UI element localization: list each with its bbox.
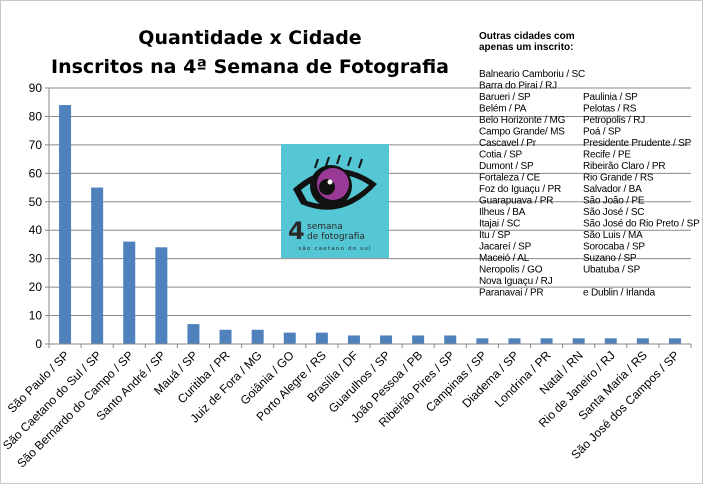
bar bbox=[251, 329, 264, 344]
note-city-left: Maceió / AL bbox=[479, 253, 530, 264]
note-city-right: Paulinia / SP bbox=[583, 92, 638, 103]
bar bbox=[155, 247, 168, 344]
bar bbox=[315, 332, 328, 344]
note-city-left: Barueri / SP bbox=[479, 92, 531, 103]
y-tick-label: 60 bbox=[29, 166, 43, 180]
bar bbox=[412, 335, 425, 344]
note-city-left: Campo Grande/ MS bbox=[479, 127, 565, 138]
y-tick-label: 70 bbox=[29, 138, 43, 152]
note-city-left: Belém / PA bbox=[479, 104, 527, 115]
note-city-left: Ilheus / BA bbox=[479, 207, 526, 218]
note-city-right: Ribeirão Claro / PR bbox=[583, 161, 665, 172]
bar bbox=[380, 335, 393, 344]
eye-highlight bbox=[327, 179, 333, 185]
bar bbox=[219, 329, 232, 344]
note-city-right: Ubatuba / SP bbox=[583, 265, 641, 276]
bar bbox=[91, 187, 104, 344]
note-city-right: São José do Rio Preto / SP bbox=[583, 219, 700, 230]
note-city-right: Pelotas / RS bbox=[583, 104, 637, 115]
y-tick-label: 80 bbox=[29, 109, 43, 123]
bar bbox=[123, 241, 136, 344]
note-city-right: Sorocaba / SP bbox=[583, 242, 645, 253]
note-city-right: São João / PE bbox=[583, 196, 645, 207]
note-city-left: Guarapuava / PR bbox=[479, 196, 553, 207]
chart-title: Quantidade x Cidade Inscritos na 4ª Seman… bbox=[51, 27, 449, 78]
note-city-right: São José / SC bbox=[583, 207, 644, 218]
bar bbox=[636, 338, 649, 344]
eyelash bbox=[325, 156, 330, 167]
logo-line-2: de fotografia bbox=[307, 232, 365, 242]
note-city-left: Paranavai / PR bbox=[479, 288, 543, 299]
note-city-right: Presidente Prudente / SP bbox=[583, 138, 692, 149]
note-city-left: Balneario Camboriu / SC bbox=[479, 69, 585, 80]
y-tick-label: 30 bbox=[29, 252, 43, 266]
eyelash bbox=[347, 156, 352, 167]
note-city-left: Barra do Pirai / RJ bbox=[479, 81, 557, 92]
note-city-left: Fortaleza / CE bbox=[479, 173, 541, 184]
y-tick-label: 10 bbox=[29, 309, 43, 323]
bar bbox=[604, 338, 617, 344]
note-city-right: Suzano / SP bbox=[583, 253, 637, 264]
note-city-right: Salvador / BA bbox=[583, 184, 642, 195]
logo-line-3: são caetano do sul bbox=[298, 246, 371, 252]
logo-line-1: semana bbox=[307, 222, 343, 232]
eyelash bbox=[314, 158, 319, 169]
note-city-right: e Dublin / Irlanda bbox=[583, 288, 656, 299]
note-heading: Outras cidades com bbox=[479, 31, 575, 42]
bar bbox=[283, 332, 296, 344]
y-tick-label: 90 bbox=[29, 81, 43, 95]
note-city-left: Itu / SP bbox=[479, 230, 511, 241]
title-line-2: Inscritos na 4ª Semana de Fotografia bbox=[51, 56, 449, 78]
y-tick-label: 0 bbox=[35, 337, 42, 351]
note-city-left: Cascavel / Pr bbox=[479, 138, 537, 149]
note-city-right: São Luis / MA bbox=[583, 230, 643, 241]
note-city-right: Recife / PE bbox=[583, 150, 631, 161]
bar bbox=[347, 335, 360, 344]
y-tick-label: 50 bbox=[29, 195, 43, 209]
note-city-left: Jacareí / SP bbox=[479, 242, 532, 253]
y-tick-label: 20 bbox=[29, 280, 43, 294]
note-city-right: Rio Grande / RS bbox=[583, 173, 654, 184]
note-city-left: Nova Iguaçu / RJ bbox=[479, 276, 553, 287]
eye-pupil bbox=[319, 179, 335, 195]
eyelash bbox=[336, 154, 341, 165]
logo-number: 4 bbox=[288, 217, 305, 245]
note-city-right: Poá / SP bbox=[583, 127, 621, 138]
note-heading: apenas um inscrito: bbox=[479, 42, 573, 53]
note-city-left: Dumont / SP bbox=[479, 161, 534, 172]
bar bbox=[187, 324, 200, 344]
note-city-left: Cotia / SP bbox=[479, 150, 523, 161]
bar bbox=[59, 105, 72, 344]
eyelash bbox=[358, 158, 363, 169]
bar bbox=[444, 335, 457, 344]
bars bbox=[59, 105, 681, 344]
note-city-left: Belo Horizonte / MG bbox=[479, 115, 566, 126]
note-city-left: Itajai / SC bbox=[479, 219, 520, 230]
bar bbox=[476, 338, 489, 344]
bar bbox=[572, 338, 585, 344]
title-line-1: Quantidade x Cidade bbox=[138, 27, 361, 49]
note-city-left: Neropolis / GO bbox=[479, 265, 543, 276]
y-tick-label: 40 bbox=[29, 223, 43, 237]
bar bbox=[668, 338, 681, 344]
bar bbox=[540, 338, 553, 344]
note-city-right: Petropolis / RJ bbox=[583, 115, 645, 126]
note-city-left: Foz do Iguaçu / PR bbox=[479, 184, 561, 195]
bar bbox=[508, 338, 521, 344]
